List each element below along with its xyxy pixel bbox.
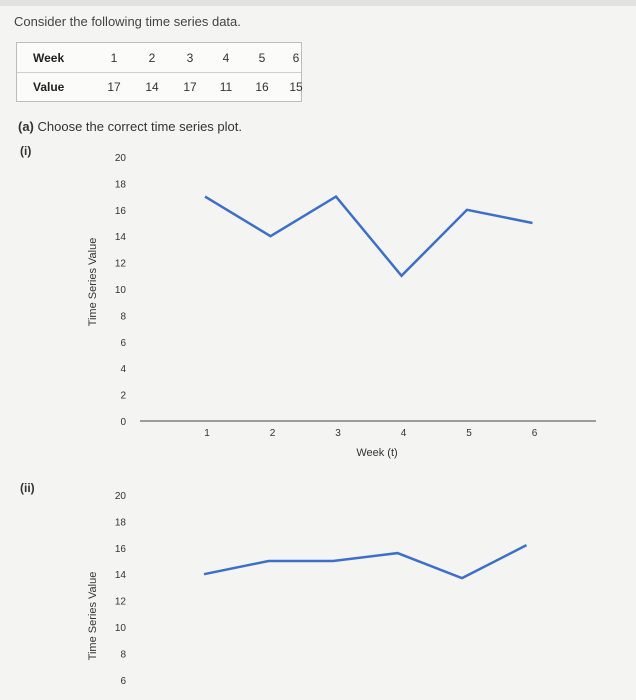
y-tick-label: 0 (120, 417, 126, 428)
value-cell: 14 (145, 80, 159, 94)
x-tick-label: 3 (335, 428, 341, 439)
week-row: Week 1 2 3 4 5 6 (17, 43, 301, 73)
top-bar (0, 0, 636, 6)
value-cell: 17 (107, 80, 121, 94)
series-line (204, 194, 533, 278)
y-tick-label: 12 (115, 259, 127, 270)
option-ii-label[interactable]: (ii) (20, 481, 35, 495)
y-tick-label: 8 (120, 649, 126, 660)
week-cell: 4 (222, 51, 230, 65)
week-cell: 2 (148, 51, 156, 65)
y-tick-label: 6 (120, 676, 126, 687)
y-tick-label: 10 (115, 623, 127, 634)
week-cell: 6 (292, 51, 300, 65)
y-tick-label: 8 (120, 311, 126, 322)
option-i-label[interactable]: (i) (20, 144, 32, 158)
y-tick-label: 20 (115, 491, 127, 502)
x-tick-label: 5 (466, 428, 472, 439)
y-axis-title: Time Series Value (87, 572, 99, 661)
value-row: Value 17 14 17 11 16 15 (17, 72, 303, 101)
x-tick-labels: 1 2 3 4 5 6 (204, 428, 538, 439)
x-axis-title: Week (t) (356, 447, 397, 459)
x-tick-label: 4 (401, 428, 407, 439)
intro-text: Consider the following time series data. (14, 14, 241, 29)
value-cell: 17 (183, 80, 197, 94)
week-cell: 3 (186, 51, 194, 65)
y-tick-label: 20 (115, 153, 127, 164)
y-tick-labels: 20 18 16 14 12 10 8 6 (115, 491, 127, 687)
y-tick-label: 6 (120, 338, 126, 349)
y-tick-label: 10 (115, 285, 127, 296)
y-tick-label: 18 (115, 517, 127, 528)
y-tick-label: 14 (115, 232, 127, 243)
data-table: Week 1 2 3 4 5 6 Value 17 14 17 11 16 15 (16, 42, 303, 102)
y-tick-label: 16 (115, 206, 127, 217)
value-cell: 15 (289, 80, 303, 94)
y-tick-label: 4 (120, 364, 126, 375)
week-cell: 1 (110, 51, 118, 65)
question-part-label: (a) (18, 119, 34, 134)
x-tick-label: 6 (532, 428, 538, 439)
y-tick-label: 14 (115, 570, 127, 581)
y-tick-label: 2 (120, 391, 126, 402)
value-header: Value (33, 80, 65, 94)
x-tick-label: 2 (270, 428, 276, 439)
question-text: (a) Choose the correct time series plot. (18, 119, 242, 134)
y-tick-label: 12 (115, 597, 127, 608)
week-cell: 5 (258, 51, 266, 65)
plot-option-ii[interactable]: Time Series Value 20 18 16 14 12 10 8 6 (0, 476, 636, 700)
y-tick-label: 18 (115, 179, 127, 190)
week-header: Week (33, 51, 65, 65)
question-prompt: Choose the correct time series plot. (37, 119, 242, 134)
x-tick-label: 1 (204, 428, 210, 439)
y-axis-title: Time Series Value (87, 238, 99, 327)
value-cell: 16 (255, 80, 269, 94)
value-cell: 11 (219, 80, 233, 94)
y-tick-label: 16 (115, 544, 127, 555)
series-line (203, 544, 528, 580)
